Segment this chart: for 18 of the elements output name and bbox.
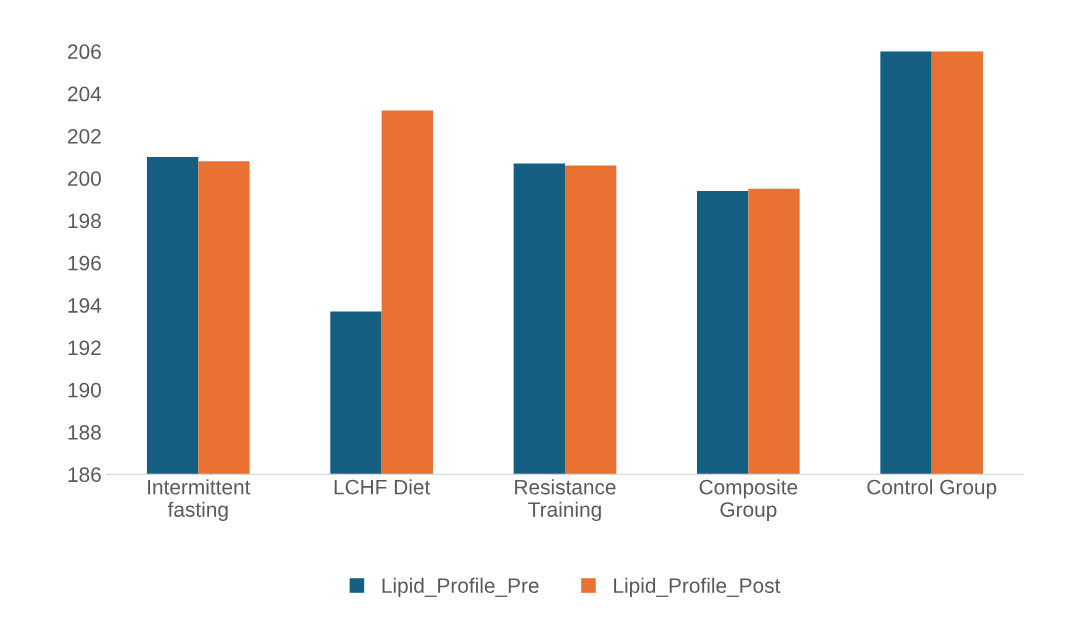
- y-tick-label: 206: [68, 44, 101, 60]
- legend-label: Lipid_Profile_Pre: [382, 577, 539, 598]
- y-tick-label: 188: [68, 425, 101, 440]
- y-tick-label: 202: [68, 128, 101, 144]
- y-tick-label: 204: [68, 86, 102, 102]
- x-tick-label: LCHF Diet: [334, 479, 431, 495]
- y-tick-label: 200: [68, 171, 101, 186]
- x-tick-label: Composite Group: [699, 479, 798, 522]
- x-tick-label: Intermittent fasting: [148, 479, 251, 522]
- x-tick-label: Control Group: [867, 479, 997, 499]
- y-tick-label: 196: [68, 255, 101, 271]
- y-tick-label: 192: [68, 340, 101, 356]
- x-tick-label: Resistance Training: [515, 479, 616, 522]
- legend-label: Lipid_Profile_Post: [614, 577, 781, 598]
- y-tick-label: 194: [68, 298, 102, 313]
- y-tick-label: 186: [68, 467, 101, 483]
- y-tick-label: 190: [68, 382, 101, 398]
- y-tick-label: 198: [68, 213, 101, 229]
